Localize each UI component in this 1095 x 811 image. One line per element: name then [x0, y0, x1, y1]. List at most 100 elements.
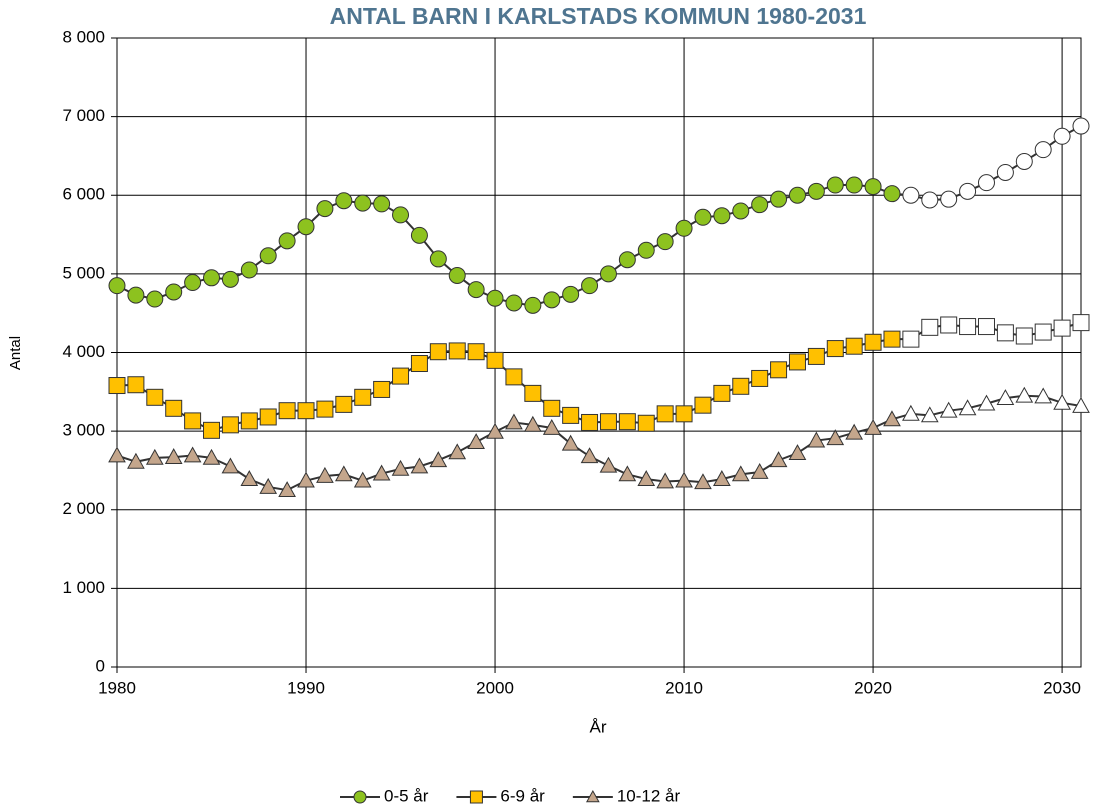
point	[429, 343, 447, 361]
point	[335, 192, 353, 210]
point	[373, 380, 391, 398]
point	[921, 191, 939, 209]
point	[429, 250, 447, 268]
point	[675, 405, 693, 423]
point	[316, 200, 334, 218]
point	[1053, 319, 1071, 337]
point	[637, 241, 655, 259]
point	[221, 270, 239, 288]
point	[977, 318, 995, 336]
point	[921, 318, 939, 336]
point	[354, 194, 372, 212]
point	[127, 452, 145, 469]
point	[523, 415, 542, 432]
point	[826, 176, 844, 194]
point	[1034, 323, 1052, 341]
point	[770, 190, 788, 208]
point	[108, 277, 126, 295]
point	[127, 376, 145, 394]
point	[316, 400, 334, 418]
point	[240, 412, 258, 430]
point	[977, 174, 995, 192]
point	[542, 418, 561, 435]
point	[694, 208, 712, 226]
point	[543, 291, 561, 309]
point	[259, 477, 278, 494]
point	[146, 290, 164, 308]
point	[392, 367, 410, 385]
point	[845, 423, 864, 440]
point	[939, 401, 958, 418]
point	[334, 465, 353, 482]
series-line	[116, 125, 1082, 307]
point	[1053, 393, 1071, 410]
point	[127, 286, 145, 304]
point	[372, 464, 391, 481]
series-line	[116, 321, 1082, 432]
point	[883, 410, 901, 427]
point	[599, 413, 617, 431]
point	[732, 377, 750, 395]
point	[864, 418, 882, 435]
point	[448, 342, 466, 360]
point	[713, 470, 731, 486]
point	[505, 294, 523, 312]
point	[316, 466, 334, 483]
point	[675, 219, 693, 237]
y-tick-label: 1 000	[62, 578, 105, 597]
point	[297, 402, 315, 420]
point	[240, 261, 258, 279]
point	[410, 355, 428, 373]
point	[183, 446, 202, 463]
point	[1015, 152, 1033, 170]
point	[770, 361, 788, 379]
point	[1034, 387, 1053, 404]
x-tick-label: 2030	[1043, 678, 1081, 697]
point	[353, 471, 372, 488]
point	[750, 462, 769, 479]
point	[788, 186, 806, 204]
point	[581, 413, 599, 431]
point	[354, 388, 372, 406]
point	[920, 406, 939, 423]
point	[769, 451, 788, 468]
point	[751, 369, 769, 387]
point	[656, 472, 675, 489]
point	[221, 457, 240, 474]
point	[203, 269, 221, 287]
point	[448, 266, 466, 284]
point	[713, 384, 731, 402]
point	[561, 434, 580, 451]
point	[467, 433, 485, 450]
point	[807, 431, 826, 448]
x-tick-label: 2020	[854, 678, 892, 697]
point	[1015, 386, 1034, 403]
x-tick-label: 1990	[287, 678, 325, 697]
y-tick-label: 6 000	[62, 185, 105, 204]
point	[467, 281, 485, 299]
point	[391, 459, 410, 476]
point	[278, 232, 296, 250]
point	[467, 343, 485, 361]
legend-label: 6-9 år	[500, 786, 545, 805]
point	[580, 447, 599, 464]
point	[751, 196, 769, 214]
y-tick-label: 4 000	[62, 342, 105, 361]
point	[184, 274, 202, 292]
point	[505, 413, 523, 430]
point	[469, 790, 483, 804]
point	[732, 202, 750, 220]
point	[826, 429, 845, 446]
point	[788, 444, 807, 461]
point	[618, 251, 636, 269]
point	[353, 790, 367, 804]
point	[940, 190, 958, 208]
x-tick-label: 2010	[665, 678, 703, 697]
point	[240, 470, 259, 486]
point	[562, 406, 580, 424]
point	[581, 277, 599, 295]
point	[278, 481, 296, 497]
point	[562, 285, 580, 303]
point	[958, 399, 977, 416]
point	[1072, 117, 1090, 135]
